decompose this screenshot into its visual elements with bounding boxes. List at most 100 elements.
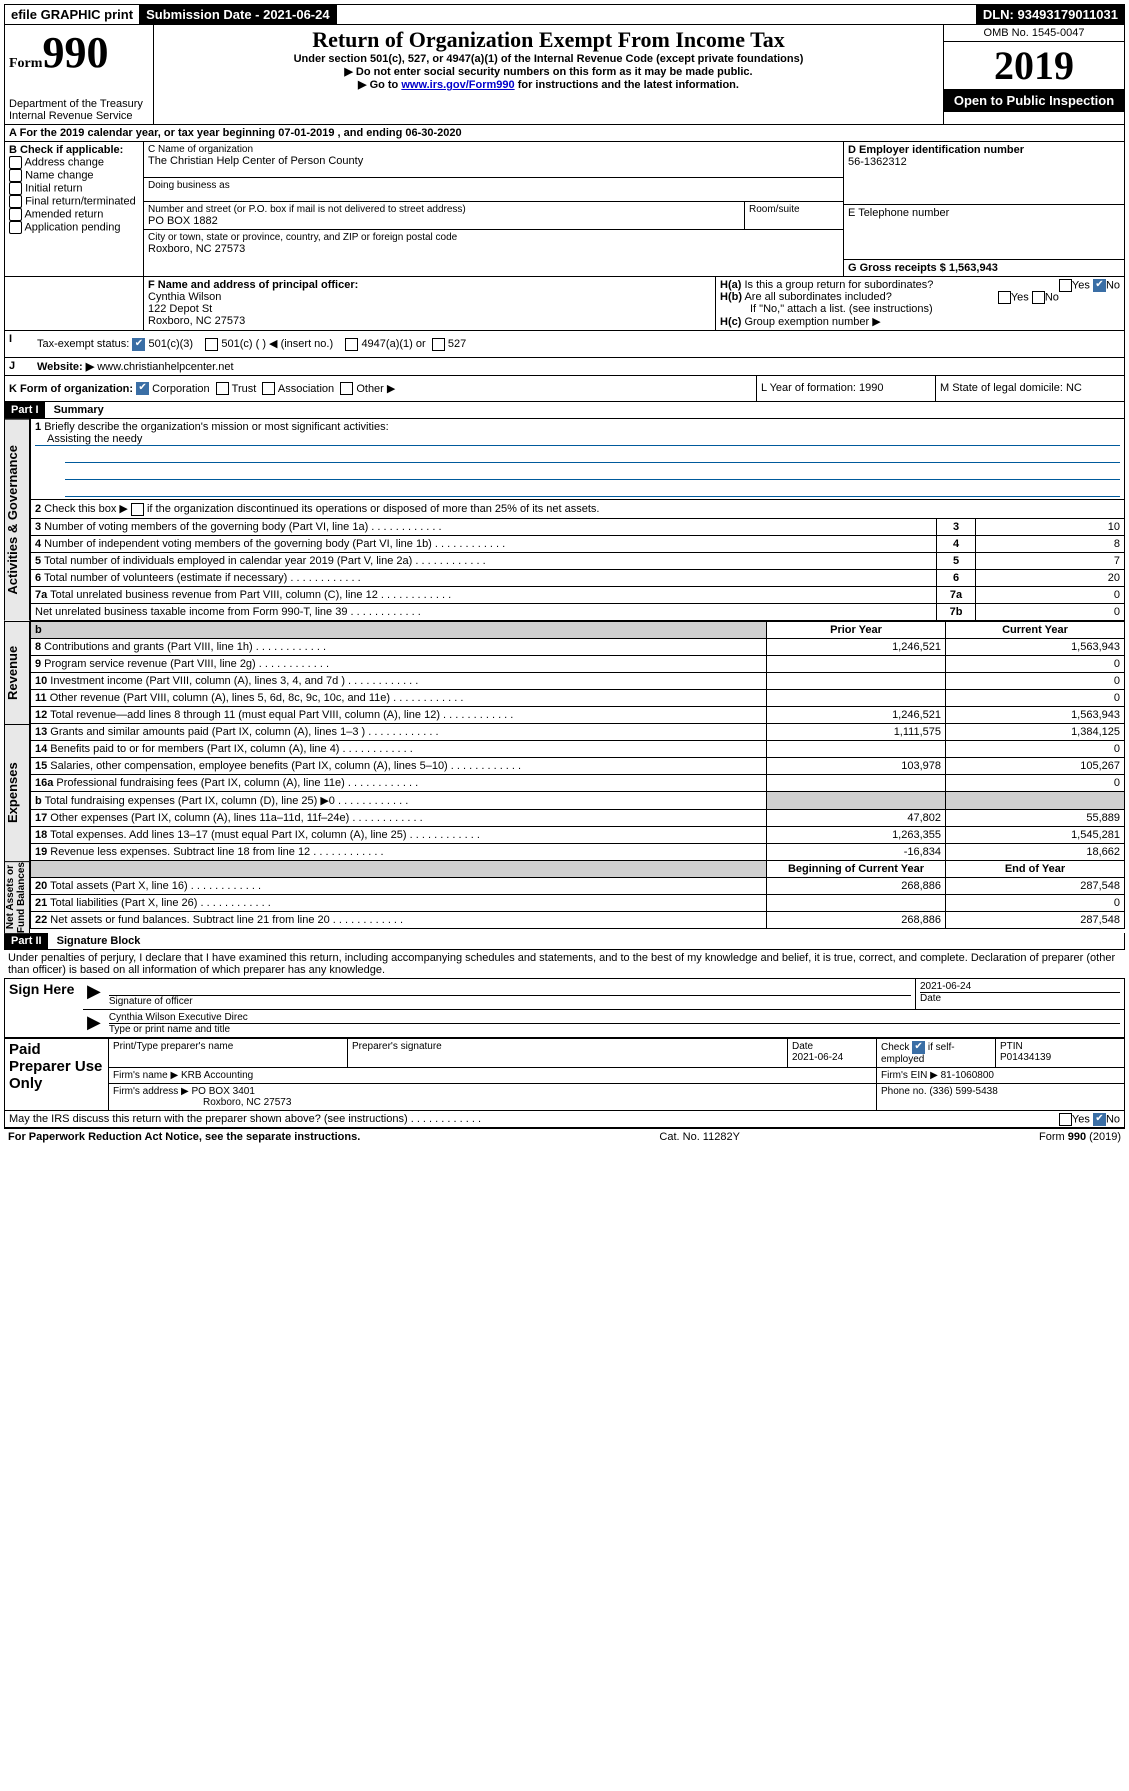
cb-discontinued[interactable] [131,503,144,516]
cb-self-employed[interactable] [912,1041,925,1054]
form-header: Form990 Department of the Treasury Inter… [4,25,1125,125]
line-i: I Tax-exempt status: 501(c)(3) 501(c) ( … [4,331,1125,358]
part-i-badge: Part I [5,402,45,418]
cb-501c3[interactable] [132,338,145,351]
check-self-emp: Check if self-employed [881,1042,955,1065]
signature-table: Sign Here ▶ Signature of officer 2021-06… [4,978,1125,1038]
f-label: F Name and address of principal officer: [148,279,711,291]
lbl-no2: No [1045,291,1059,303]
cb-address-change[interactable] [9,156,22,169]
expenses-block: Expenses 13 Grants and similar amounts p… [4,724,1125,861]
cb-4947[interactable] [345,338,358,351]
sidebar-expenses: Expenses [4,724,30,861]
org-city: Roxboro, NC 27573 [148,243,839,255]
hb-label: Are all subordinates included? [744,291,891,303]
cb-app-pending[interactable] [9,221,22,234]
efile-graphic-print[interactable]: efile GRAPHIC print [5,5,140,24]
omb-no: OMB No. 1545-0047 [944,25,1124,42]
prep-sig-label: Preparer's signature [352,1041,442,1052]
paid-preparer: Paid Preparer Use Only [5,1038,109,1110]
cb-hb-yes[interactable] [998,291,1011,304]
topbar: efile GRAPHIC print Submission Date - 20… [4,4,1125,25]
prep-name-label: Print/Type preparer's name [113,1041,233,1052]
cb-amended[interactable] [9,208,22,221]
hc-label: Group exemption number ▶ [744,316,880,328]
lbl-assoc: Association [278,383,334,395]
lbl-trust: Trust [232,383,257,395]
j-label: Website: ▶ [37,361,94,373]
mission-line4 [65,480,1120,497]
lbl-address-change: Address change [24,156,104,168]
open-to-public: Open to Public Inspection [944,89,1124,112]
cb-trust[interactable] [216,382,229,395]
e-phone-label: E Telephone number [848,207,1120,219]
sidebar-netassets: Net Assets orFund Balances [4,861,30,933]
cb-irs-yes[interactable] [1059,1113,1072,1126]
firm-name-label: Firm's name ▶ [113,1070,178,1081]
dln: DLN: 93493179011031 [977,5,1124,24]
lbl-501c3: 501(c)(3) [148,338,193,350]
sig-officer-label: Signature of officer [109,996,911,1007]
tax-year: 2019 [944,42,1124,89]
cb-name-change[interactable] [9,169,22,182]
city-label: City or town, state or province, country… [148,232,839,243]
cb-assoc[interactable] [262,382,275,395]
cb-527[interactable] [432,338,445,351]
ha-label: Is this a group return for subordinates? [744,279,933,291]
cb-corp[interactable] [136,382,149,395]
c-name-label: C Name of organization [148,144,839,155]
officer-name: Cynthia Wilson [148,291,711,303]
k-label: K Form of organization: [9,383,133,395]
cb-final-return[interactable] [9,195,22,208]
l1-label: Briefly describe the organization's miss… [44,421,388,433]
part-ii-header: Part II Signature Block [4,933,1125,950]
cb-501c[interactable] [205,338,218,351]
cb-hb-no[interactable] [1032,291,1045,304]
line-a-tax-year: A For the 2019 calendar year, or tax yea… [4,125,1125,142]
lbl-527: 527 [448,338,466,350]
cb-ha-no[interactable] [1093,279,1106,292]
line-j: J Website: ▶ www.christianhelpcenter.net [4,358,1125,376]
g-gross-receipts: G Gross receipts $ 1,563,943 [848,262,1120,274]
lbl-yes2: Yes [1011,291,1029,303]
lbl-final-return: Final return/terminated [25,195,136,207]
l2-text: Check this box ▶ if the organization dis… [44,503,599,515]
line-a-text: For the 2019 calendar year, or tax year … [20,127,462,139]
dba-label: Doing business as [148,180,839,191]
form-number: 990 [42,28,108,77]
goto-post: for instructions and the latest informat… [515,79,739,91]
firm-addr-label: Firm's address ▶ [113,1086,189,1097]
firm-addr1: PO BOX 3401 [192,1086,255,1097]
netassets-block: Net Assets orFund Balances Beginning of … [4,861,1125,933]
hb-note: If "No," attach a list. (see instruction… [720,303,1120,315]
ptin-value: P01434139 [1000,1052,1051,1063]
revenue-block: Revenue b Prior Year Current Year 8 Cont… [4,621,1125,724]
col-current-year: Current Year [946,621,1125,638]
lbl-no: No [1106,279,1120,291]
footer-left: For Paperwork Reduction Act Notice, see … [8,1131,360,1143]
officer-addr2: Roxboro, NC 27573 [148,315,711,327]
cb-initial-return[interactable] [9,182,22,195]
submission-date: Submission Date - 2021-06-24 [140,5,337,24]
line-klm: K Form of organization: Corporation Trus… [4,376,1125,403]
subtitle-1: Under section 501(c), 527, or 4947(a)(1)… [158,53,939,65]
part-ii-badge: Part II [5,933,48,949]
b-label: B Check if applicable: [9,144,139,156]
ein-value: 56-1362312 [848,156,1120,168]
lbl-other: Other ▶ [356,383,395,395]
sig-date-label: Date [920,993,1120,1004]
may-irs-row: May the IRS discuss this return with the… [4,1111,1125,1128]
col-begin-year: Beginning of Current Year [767,861,946,878]
i-label: Tax-exempt status: [37,338,129,350]
cb-other[interactable] [340,382,353,395]
room-label: Room/suite [749,204,839,215]
d-ein-label: D Employer identification number [848,144,1120,156]
form990-link[interactable]: www.irs.gov/Form990 [401,79,514,91]
firm-ein: 81-1060800 [941,1070,994,1081]
part-ii-title: Signature Block [51,933,147,949]
declaration: Under penalties of perjury, I declare th… [4,950,1125,978]
lbl-amended: Amended return [24,208,103,220]
subtitle-2: ▶ Do not enter social security numbers o… [158,65,939,78]
cb-irs-no[interactable] [1093,1113,1106,1126]
cb-ha-yes[interactable] [1059,279,1072,292]
